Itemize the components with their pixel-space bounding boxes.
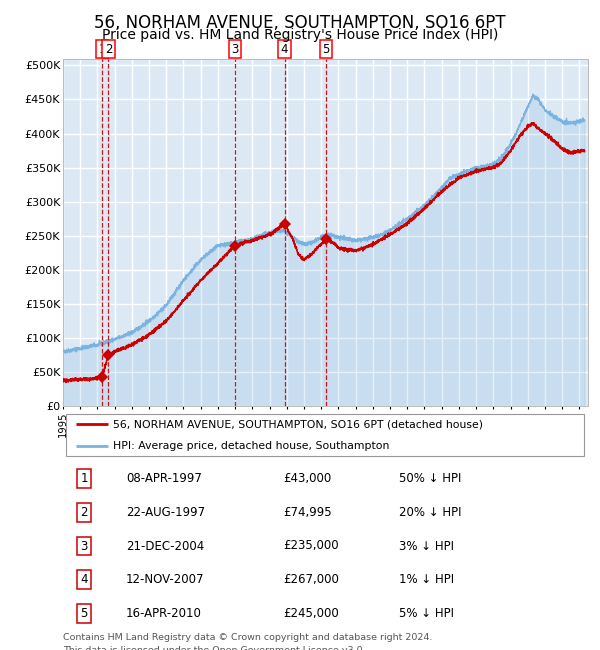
- Text: 50% ↓ HPI: 50% ↓ HPI: [399, 472, 461, 485]
- Text: 2: 2: [104, 43, 112, 56]
- Text: 3: 3: [231, 43, 238, 56]
- Text: £245,000: £245,000: [284, 607, 339, 620]
- Text: 20% ↓ HPI: 20% ↓ HPI: [399, 506, 461, 519]
- Text: 1: 1: [98, 43, 106, 56]
- Text: HPI: Average price, detached house, Southampton: HPI: Average price, detached house, Sout…: [113, 441, 389, 450]
- Text: 5: 5: [323, 43, 330, 56]
- Text: 12-NOV-2007: 12-NOV-2007: [126, 573, 205, 586]
- Text: 2: 2: [80, 506, 88, 519]
- Text: 4: 4: [281, 43, 288, 56]
- Text: Price paid vs. HM Land Registry's House Price Index (HPI): Price paid vs. HM Land Registry's House …: [102, 28, 498, 42]
- Text: 5: 5: [80, 607, 88, 620]
- Text: £74,995: £74,995: [284, 506, 332, 519]
- Text: £235,000: £235,000: [284, 540, 339, 552]
- Text: 56, NORHAM AVENUE, SOUTHAMPTON, SO16 6PT: 56, NORHAM AVENUE, SOUTHAMPTON, SO16 6PT: [94, 14, 506, 32]
- Text: 1% ↓ HPI: 1% ↓ HPI: [399, 573, 454, 586]
- Text: 16-APR-2010: 16-APR-2010: [126, 607, 202, 620]
- Text: 08-APR-1997: 08-APR-1997: [126, 472, 202, 485]
- Text: £43,000: £43,000: [284, 472, 332, 485]
- Text: 3% ↓ HPI: 3% ↓ HPI: [399, 540, 454, 552]
- FancyBboxPatch shape: [65, 414, 584, 456]
- Text: 22-AUG-1997: 22-AUG-1997: [126, 506, 205, 519]
- Text: 4: 4: [80, 573, 88, 586]
- Text: 1: 1: [80, 472, 88, 485]
- Text: 56, NORHAM AVENUE, SOUTHAMPTON, SO16 6PT (detached house): 56, NORHAM AVENUE, SOUTHAMPTON, SO16 6PT…: [113, 419, 483, 429]
- Text: Contains HM Land Registry data © Crown copyright and database right 2024.
This d: Contains HM Land Registry data © Crown c…: [63, 633, 433, 650]
- Text: £267,000: £267,000: [284, 573, 340, 586]
- Text: 21-DEC-2004: 21-DEC-2004: [126, 540, 204, 552]
- Text: 5% ↓ HPI: 5% ↓ HPI: [399, 607, 454, 620]
- Text: 3: 3: [80, 540, 88, 552]
